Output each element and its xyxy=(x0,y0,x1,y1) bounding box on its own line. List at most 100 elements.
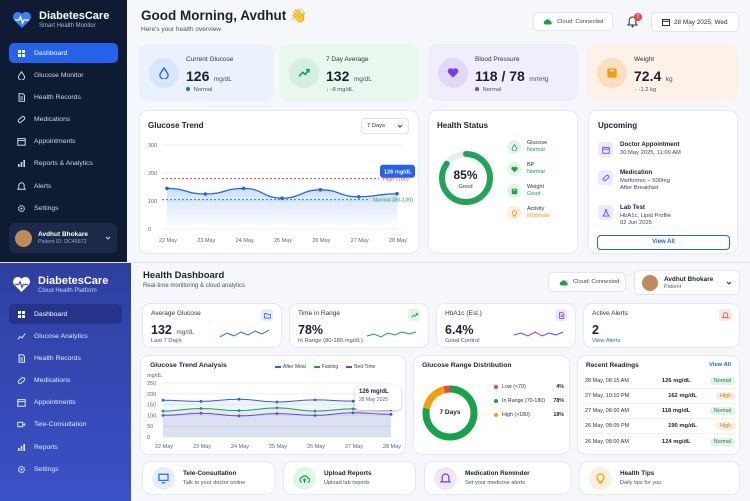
stat-card-active-alerts[interactable]: Active Alerts 2 View Alerts xyxy=(583,303,740,348)
sidebar-item-glucose-analytics[interactable]: Glucose Analytics xyxy=(9,326,122,346)
data-point[interactable] xyxy=(275,406,279,410)
y-tick-label: 0 xyxy=(147,435,150,441)
data-point[interactable] xyxy=(351,407,355,411)
table-row[interactable]: 27 May, 08:00 AM 118 mg/dL Normal xyxy=(585,404,735,419)
sidebar-item-label: Settings xyxy=(34,465,59,473)
upcoming-title: Upcoming xyxy=(598,121,638,130)
data-point[interactable] xyxy=(161,414,165,417)
sidebar-item-dashboard[interactable]: Dashboard xyxy=(9,304,122,324)
sidebar-item-tele-consultation[interactable]: Tele-Consultation xyxy=(9,415,122,435)
legend-item[interactable]: Bed Time xyxy=(346,364,375,370)
x-tick-label: 27 May xyxy=(345,444,363,450)
stat-label: 7 Day Average xyxy=(326,56,369,63)
data-point[interactable] xyxy=(351,411,355,415)
data-point[interactable] xyxy=(351,399,355,403)
bulb-icon xyxy=(596,473,605,484)
cloud-status[interactable]: Cloud: Connected xyxy=(533,12,613,31)
reading-time: 27 May, 10:10 PM xyxy=(585,393,630,399)
reading-time: 26 May, 08:00 AM xyxy=(585,438,629,445)
tooltip-date: 28 May 2025 xyxy=(359,397,388,403)
readings-view-all-link[interactable]: View All xyxy=(709,362,731,368)
action-icon-badge xyxy=(293,467,316,490)
stat-card-average-glucose[interactable]: Average Glucose 132 mg/dL Last 7 Days xyxy=(142,303,282,348)
upcoming-detail: 02 Jun 2025 xyxy=(620,220,652,226)
stat-card-weight[interactable]: Weight 72.4 kg ↓ -1.2 kg xyxy=(587,44,738,101)
data-point[interactable] xyxy=(241,186,246,191)
sidebar-item-health-records[interactable]: Health Records xyxy=(9,348,122,368)
data-point[interactable] xyxy=(313,409,317,413)
view-all-button[interactable]: View All xyxy=(597,235,730,250)
data-point[interactable] xyxy=(203,192,208,196)
user-menu[interactable]: Avdhut Bhokare Patient xyxy=(634,270,740,295)
cloud-status[interactable]: Cloud: Connected xyxy=(548,272,626,292)
sidebar-item-appointments[interactable]: Appointments xyxy=(9,393,122,413)
stat-subtext[interactable]: View Alerts xyxy=(592,338,621,344)
sidebar-item-glucose-monitor[interactable]: Glucose Monitor xyxy=(9,65,118,85)
user-card[interactable]: Avdhut Bhokare Patient ID: DC45872 xyxy=(9,223,117,253)
status-value: Moderate xyxy=(527,213,551,219)
sidebar-item-appointments[interactable]: Appointments xyxy=(9,132,118,152)
date-picker[interactable]: 28 May 2025, Wed xyxy=(651,12,739,32)
sidebar-item-medications[interactable]: Medications xyxy=(9,371,122,391)
quick-action-tele-consultation[interactable]: Tele-Consultation Talk to your doctor on… xyxy=(142,461,275,495)
data-point[interactable] xyxy=(199,399,203,403)
table-row[interactable]: 26 May, 08:00 AM 124 mg/dL Normal xyxy=(585,434,735,449)
data-point[interactable] xyxy=(237,414,241,418)
range-select[interactable]: 7 Days xyxy=(361,118,409,134)
stat-unit: mg/dL xyxy=(213,76,232,83)
upcoming-item[interactable]: Lab Test HbA1c, Lipid Profile 02 Jun 2025 xyxy=(598,204,671,226)
stat-card-time-in-range[interactable]: Time in Range 78% In Range (80-180 mg/dL… xyxy=(289,303,429,348)
data-point[interactable] xyxy=(237,397,241,401)
quick-action-upload-reports[interactable]: Upload Reports Upload lab reports xyxy=(283,461,416,495)
data-point[interactable] xyxy=(165,186,169,191)
data-point[interactable] xyxy=(356,195,361,199)
sidebar-item-reports[interactable]: Reports xyxy=(9,437,122,457)
sidebar-item-settings[interactable]: Settings xyxy=(9,459,122,479)
data-point[interactable] xyxy=(275,400,279,404)
notification-button[interactable]: 2 xyxy=(627,13,642,29)
data-point[interactable] xyxy=(318,188,323,192)
sidebar-item-label: Settings xyxy=(34,204,59,212)
user-name: Avdhut Bhokare xyxy=(664,275,714,283)
data-point[interactable] xyxy=(161,409,165,413)
calendar-icon xyxy=(601,146,610,154)
stat-label: Current Glucose xyxy=(186,56,234,63)
data-point[interactable] xyxy=(199,411,203,415)
table-row[interactable]: 26 May, 08:05 PM 190 mg/dL High xyxy=(585,419,735,434)
status-name: BP xyxy=(527,162,535,168)
quick-action-medication-reminder[interactable]: Medication Reminder Set your medicine al… xyxy=(424,461,571,495)
sidebar-item-label: Health Records xyxy=(34,354,81,362)
stat-card-7-day-average[interactable]: 7 Day Average 132 mg/dL ↓ -8 mg/dL xyxy=(279,44,419,101)
data-point[interactable] xyxy=(161,398,165,402)
range-percent: 4% xyxy=(556,384,564,390)
grid-icon xyxy=(18,310,25,318)
calendar-icon xyxy=(662,19,670,26)
stat-card-current-glucose[interactable]: Current Glucose 126 mg/dL Normal xyxy=(139,44,274,101)
data-point[interactable] xyxy=(275,412,279,416)
table-row[interactable]: 28 May, 08:15 AM 126 mg/dL Normal xyxy=(585,374,735,389)
data-point[interactable] xyxy=(199,407,203,410)
stat-card-blood-pressure[interactable]: Blood Pressure 118 / 78 mmHg Normal xyxy=(428,44,578,101)
data-point[interactable] xyxy=(237,409,241,413)
legend-item[interactable]: After Meal xyxy=(275,364,306,370)
sidebar-item-settings[interactable]: Settings xyxy=(9,198,118,218)
recent-readings-title: Recent Readings xyxy=(586,362,639,369)
upcoming-item[interactable]: Doctor Appointment 30 May 2025, 11:00 AM xyxy=(598,141,681,157)
data-point[interactable] xyxy=(280,196,284,200)
quick-action-health-tips[interactable]: Health Tips Daily tips for you xyxy=(579,461,740,495)
data-point[interactable] xyxy=(395,191,399,196)
stat-card-hba1c-est-[interactable]: HbA1c (Est.) 6.4% Good Control xyxy=(436,303,576,348)
data-point[interactable] xyxy=(313,398,317,402)
legend-item[interactable]: Fasting xyxy=(313,364,338,370)
data-point[interactable] xyxy=(313,414,317,417)
monitor-icon xyxy=(158,473,169,484)
sidebar-item-alerts[interactable]: Alerts xyxy=(9,176,118,196)
sidebar-item-reports-analytics[interactable]: Reports & Analytics xyxy=(9,154,118,174)
upcoming-item[interactable]: Medication Metformin – 500mg After Breakfa… xyxy=(598,169,670,191)
sidebar-item-medications[interactable]: Medications xyxy=(9,110,118,130)
table-row[interactable]: 27 May, 10:10 PM 162 mg/dL High xyxy=(585,389,735,404)
data-point[interactable] xyxy=(389,412,393,416)
sidebar-item-health-records[interactable]: Health Records xyxy=(9,87,118,107)
donut-slice[interactable] xyxy=(422,385,478,441)
sidebar-item-dashboard[interactable]: Dashboard xyxy=(9,43,118,63)
